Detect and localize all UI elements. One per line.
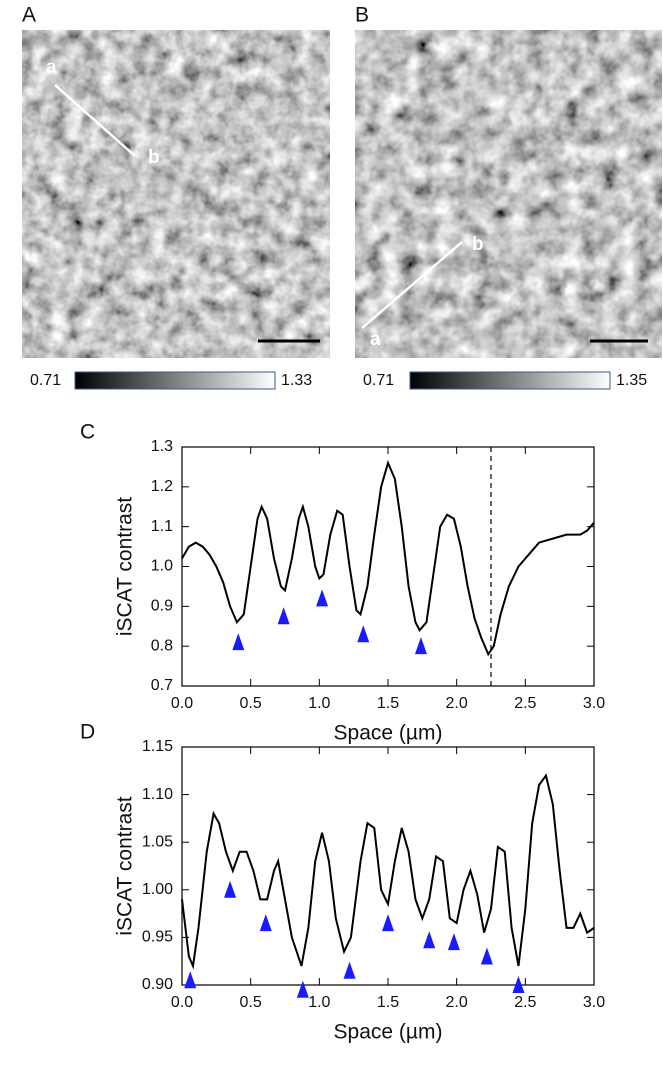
plot-frame <box>181 746 595 986</box>
y-axis-title: iSCAT contrast <box>114 796 137 935</box>
x-tick-label: 3.0 <box>583 994 605 1011</box>
colorbar <box>74 371 276 390</box>
y-tick-label: 1.00 <box>142 881 173 898</box>
colorbar-max: 1.35 <box>616 372 647 389</box>
minimum-marker <box>512 976 525 993</box>
x-tick-label: 1.0 <box>308 994 330 1011</box>
minimum-marker <box>382 914 394 932</box>
minimum-marker <box>224 880 237 898</box>
x-tick-label: 0.0 <box>171 695 193 712</box>
line-end: b <box>148 147 160 168</box>
minimum-marker <box>480 947 493 965</box>
x-tick-label: 2.0 <box>446 994 468 1011</box>
colorbar-min: 0.71 <box>363 372 394 389</box>
minimum-marker <box>184 971 197 989</box>
line-end: b <box>472 234 484 255</box>
y-tick-label: 1.15 <box>142 738 173 755</box>
micrograph <box>22 30 330 358</box>
x-axis-title: Space (µm) <box>334 722 443 745</box>
x-tick-label: 2.5 <box>514 695 536 712</box>
x-tick-label: 1.5 <box>377 695 399 712</box>
x-tick-label: 0.5 <box>240 695 262 712</box>
y-tick-label: 0.7 <box>151 677 173 694</box>
colorbar-max: 1.33 <box>281 372 312 389</box>
y-tick-label: 0.9 <box>151 598 173 615</box>
profile-line <box>361 241 463 329</box>
y-tick-label: 1.3 <box>151 438 173 455</box>
x-axis-title: Space (µm) <box>334 1021 443 1044</box>
panel-label: D <box>80 721 95 744</box>
x-tick-label: 2.5 <box>514 994 536 1011</box>
minimum-marker <box>423 931 436 949</box>
x-tick-label: 0.0 <box>171 994 193 1011</box>
minimum-marker <box>296 980 309 998</box>
minimum-marker <box>316 589 329 607</box>
panel-label: C <box>80 421 95 444</box>
line-start: a <box>46 57 57 78</box>
y-axis-title: iSCAT contrast <box>114 497 137 636</box>
data-line <box>181 773 595 970</box>
y-tick-label: 0.8 <box>151 637 173 654</box>
y-tick-label: 0.95 <box>142 929 173 946</box>
y-tick-label: 1.2 <box>151 478 173 495</box>
line-start: a <box>370 329 381 350</box>
x-tick-label: 1.5 <box>377 994 399 1011</box>
minimum-marker <box>447 933 460 951</box>
panel-label: B <box>355 4 369 27</box>
data-line <box>181 459 595 657</box>
minimum-marker <box>277 607 290 625</box>
panel-label: A <box>22 4 36 27</box>
minimum-marker <box>343 961 356 979</box>
x-tick-label: 2.0 <box>446 695 468 712</box>
profile-line <box>54 84 136 157</box>
micrograph <box>355 30 662 358</box>
y-tick-label: 1.10 <box>142 786 173 803</box>
y-tick-label: 0.90 <box>142 976 173 993</box>
y-tick-label: 1.1 <box>151 518 173 535</box>
minimum-marker <box>232 633 245 651</box>
colorbar <box>409 371 611 390</box>
x-tick-label: 3.0 <box>583 695 605 712</box>
y-tick-label: 1.0 <box>151 558 173 575</box>
x-tick-label: 0.5 <box>240 994 262 1011</box>
minimum-marker <box>414 637 427 655</box>
minimum-marker <box>357 625 370 643</box>
y-tick-label: 1.05 <box>142 833 173 850</box>
minimum-marker <box>259 914 272 932</box>
colorbar-min: 0.71 <box>30 372 61 389</box>
x-tick-label: 1.0 <box>308 695 330 712</box>
